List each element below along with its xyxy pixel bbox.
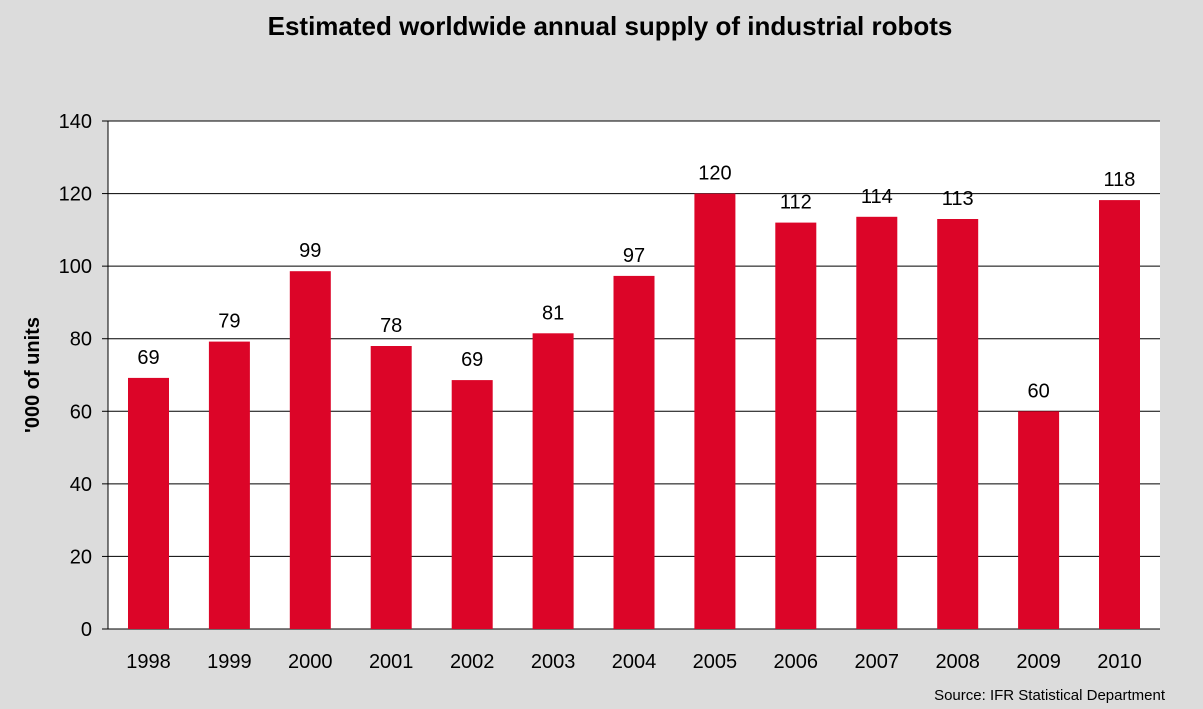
y-tick-label: 120 [59, 184, 92, 206]
data-label-2001: 78 [380, 315, 402, 337]
x-tick-label-2001: 2001 [369, 651, 414, 673]
bar-2004 [613, 275, 655, 629]
data-label-2009: 60 [1027, 380, 1049, 402]
data-label-2000: 99 [299, 240, 321, 262]
bar-2008 [937, 219, 979, 629]
y-tick-label: 0 [81, 619, 92, 641]
bar-2003 [532, 333, 574, 629]
data-label-2002: 69 [461, 349, 483, 371]
y-tick-label: 140 [59, 111, 92, 133]
y-tick-label: 100 [59, 256, 92, 278]
y-tick-label: 60 [70, 401, 92, 423]
x-tick-label-2006: 2006 [774, 651, 819, 673]
bar-1999 [208, 341, 250, 629]
x-tick-label-2009: 2009 [1016, 651, 1061, 673]
y-axis-label: '000 of units [22, 317, 44, 433]
data-label-1998: 69 [137, 347, 159, 369]
bar-2005 [694, 193, 736, 629]
bar-2007 [856, 216, 898, 630]
bar-2010 [1099, 200, 1140, 629]
x-tick-label-2003: 2003 [531, 651, 576, 673]
y-tick-label: 20 [70, 546, 92, 568]
y-axis-ticks: 0 20 40 60 80 100 120 140 [59, 111, 92, 641]
x-tick-label-2007: 2007 [855, 651, 900, 673]
bars [128, 193, 1140, 630]
bar-1998 [128, 377, 169, 629]
x-axis-ticks: 1998 1999 2000 2001 2002 2003 2004 2005 2006 2007… [126, 651, 1142, 673]
x-tick-label-2010: 2010 [1097, 651, 1142, 673]
data-label-2004: 97 [623, 245, 645, 267]
bar-2001 [370, 346, 412, 629]
x-tick-label-2004: 2004 [612, 651, 657, 673]
x-tick-label-2005: 2005 [693, 651, 738, 673]
data-label-2003: 81 [542, 302, 564, 324]
data-label-1999: 79 [218, 311, 240, 333]
source-note: Source: IFR Statistical Department [934, 687, 1166, 704]
bar-2006 [775, 222, 817, 629]
bar-2002 [451, 380, 493, 629]
bar-2009 [1018, 411, 1060, 629]
y-tick-label: 80 [70, 329, 92, 351]
chart-title: Estimated worldwide annual supply of ind… [268, 11, 953, 41]
data-label-2010: 118 [1104, 169, 1136, 191]
x-tick-label-2008: 2008 [935, 651, 980, 673]
data-label-2007: 114 [861, 186, 893, 208]
x-tick-label-1998: 1998 [126, 651, 171, 673]
data-label-2006: 112 [780, 192, 812, 214]
x-tick-label-2000: 2000 [288, 651, 333, 673]
data-label-2008: 113 [942, 188, 974, 210]
bar-2000 [289, 271, 331, 629]
y-tick-label: 40 [70, 474, 92, 496]
data-label-2005: 120 [698, 163, 731, 185]
x-tick-label-1999: 1999 [207, 651, 252, 673]
x-tick-label-2002: 2002 [450, 651, 495, 673]
data-labels: 69 79 99 78 69 81 97 120 112 114 113 60 118 [137, 163, 1135, 403]
